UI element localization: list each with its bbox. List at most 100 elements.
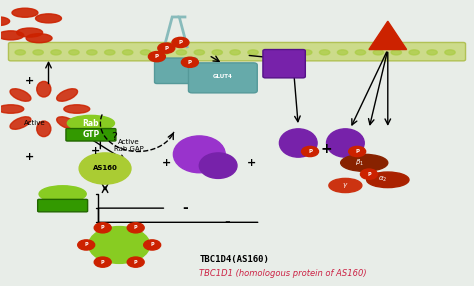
Text: $\gamma$: $\gamma$ — [342, 181, 348, 190]
Text: Active: Active — [24, 120, 45, 126]
Ellipse shape — [329, 178, 362, 192]
FancyBboxPatch shape — [66, 128, 116, 141]
Ellipse shape — [279, 129, 317, 157]
Ellipse shape — [176, 50, 187, 55]
Ellipse shape — [445, 50, 455, 55]
Text: AS160: AS160 — [92, 166, 118, 172]
Ellipse shape — [51, 50, 61, 55]
Circle shape — [301, 146, 319, 157]
Circle shape — [172, 37, 189, 47]
Ellipse shape — [0, 105, 24, 113]
Ellipse shape — [12, 8, 38, 17]
Circle shape — [144, 240, 161, 250]
Ellipse shape — [10, 117, 31, 129]
Ellipse shape — [337, 50, 348, 55]
FancyBboxPatch shape — [155, 58, 197, 84]
Ellipse shape — [57, 89, 78, 101]
Text: +: + — [246, 158, 256, 168]
Text: +: + — [25, 76, 34, 86]
Circle shape — [148, 51, 165, 62]
Text: +: + — [162, 158, 171, 168]
Ellipse shape — [67, 115, 115, 131]
Ellipse shape — [373, 50, 383, 55]
Text: GLUT4: GLUT4 — [213, 74, 233, 79]
Text: +: + — [91, 146, 100, 156]
Text: TBC1D1 (homologous protein of AS160): TBC1D1 (homologous protein of AS160) — [199, 269, 367, 278]
Ellipse shape — [194, 50, 204, 55]
Text: +: + — [25, 152, 34, 162]
Ellipse shape — [356, 50, 365, 55]
Ellipse shape — [33, 50, 43, 55]
Text: -: - — [225, 215, 230, 229]
Ellipse shape — [427, 50, 438, 55]
Ellipse shape — [87, 50, 97, 55]
Circle shape — [127, 257, 144, 267]
Circle shape — [182, 57, 198, 67]
Text: -: - — [182, 201, 188, 215]
Circle shape — [360, 169, 377, 179]
Ellipse shape — [158, 50, 169, 55]
Text: +: + — [321, 142, 332, 156]
Text: $\beta_1$: $\beta_1$ — [355, 158, 364, 168]
Text: P: P — [155, 54, 159, 59]
Ellipse shape — [248, 50, 258, 55]
Ellipse shape — [0, 17, 9, 26]
Ellipse shape — [0, 31, 24, 40]
Ellipse shape — [36, 121, 51, 137]
Text: P: P — [164, 46, 168, 51]
Ellipse shape — [69, 50, 79, 55]
Text: P: P — [355, 149, 359, 154]
Ellipse shape — [122, 50, 133, 55]
Circle shape — [94, 223, 111, 233]
Text: Active
Rab GAP: Active Rab GAP — [114, 139, 144, 152]
Ellipse shape — [105, 50, 115, 55]
Text: TBC1D4(AS160): TBC1D4(AS160) — [199, 255, 269, 264]
FancyBboxPatch shape — [9, 42, 465, 61]
FancyBboxPatch shape — [263, 49, 305, 78]
Ellipse shape — [140, 50, 151, 55]
Text: $\alpha_2$: $\alpha_2$ — [378, 175, 388, 184]
Circle shape — [158, 43, 175, 53]
Ellipse shape — [64, 105, 90, 113]
Ellipse shape — [57, 117, 78, 129]
Ellipse shape — [409, 50, 419, 55]
Ellipse shape — [283, 50, 294, 55]
FancyBboxPatch shape — [189, 63, 257, 93]
Text: ?: ? — [111, 132, 118, 142]
Circle shape — [349, 146, 365, 157]
Text: P: P — [308, 149, 312, 154]
Ellipse shape — [366, 172, 409, 188]
Text: P: P — [150, 243, 154, 247]
FancyBboxPatch shape — [37, 199, 88, 212]
Circle shape — [127, 223, 144, 233]
Ellipse shape — [39, 186, 86, 202]
Ellipse shape — [199, 153, 237, 178]
Text: P: P — [134, 260, 137, 265]
Ellipse shape — [230, 50, 240, 55]
Text: P: P — [188, 60, 192, 65]
Circle shape — [78, 240, 95, 250]
Text: P: P — [101, 260, 104, 265]
Ellipse shape — [36, 82, 51, 97]
Ellipse shape — [391, 50, 401, 55]
Text: Rab: Rab — [82, 119, 99, 128]
Text: P: P — [178, 40, 182, 45]
Ellipse shape — [10, 89, 31, 101]
Text: P: P — [101, 225, 104, 230]
Ellipse shape — [319, 50, 330, 55]
Ellipse shape — [17, 28, 43, 37]
Ellipse shape — [173, 136, 225, 173]
Circle shape — [94, 257, 111, 267]
Ellipse shape — [301, 50, 312, 55]
Text: P: P — [84, 243, 88, 247]
Ellipse shape — [36, 14, 62, 23]
Ellipse shape — [341, 154, 388, 171]
Text: P: P — [367, 172, 371, 177]
Ellipse shape — [327, 129, 364, 157]
Ellipse shape — [15, 50, 26, 55]
Text: GTP: GTP — [82, 130, 100, 139]
Ellipse shape — [212, 50, 222, 55]
Ellipse shape — [26, 34, 52, 43]
Circle shape — [79, 153, 131, 184]
Ellipse shape — [266, 50, 276, 55]
